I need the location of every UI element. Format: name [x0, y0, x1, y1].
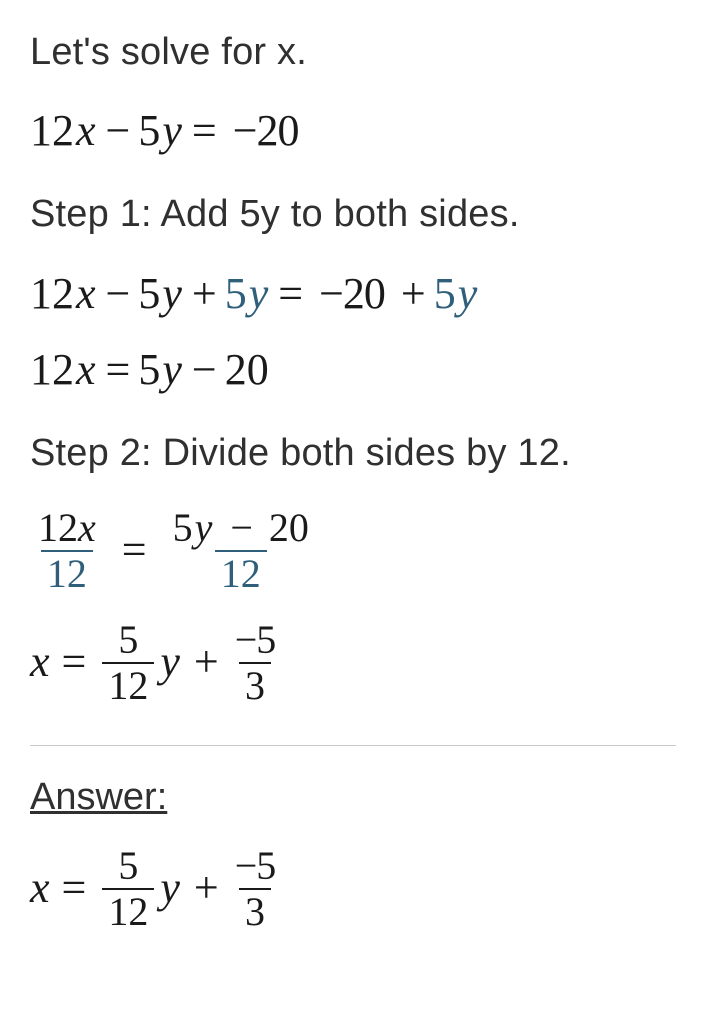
eq4-num-r-b: y: [195, 505, 213, 550]
step2-label: Step 2: Divide both sides by 12.: [30, 429, 676, 478]
eq4-num-l-a: 12: [38, 505, 78, 550]
eq1-rhs: −20: [233, 105, 299, 158]
eq2-op3: +: [401, 268, 426, 321]
eq6-f1-den: 12: [102, 888, 154, 933]
eq6-frac1: 5 12: [102, 845, 154, 933]
intro-text: Let's solve for x.: [30, 28, 676, 77]
eq6-frac2: −5 3: [231, 845, 280, 933]
eq2-c1: 12: [30, 268, 74, 321]
eq5-f2-den: 3: [239, 662, 271, 707]
answer-label: Answer:: [30, 776, 676, 819]
eq6-eq: =: [62, 862, 87, 915]
eq5-frac1: 5 12: [102, 619, 154, 707]
equation-answer: x = 5 12 y + −5 3: [30, 845, 676, 933]
eq2-op1: −: [106, 268, 131, 321]
eq1-coef1: 12: [30, 105, 74, 158]
eq2-add2: 5y: [434, 268, 480, 321]
eq1-op1: −: [106, 105, 131, 158]
equation-5: x = 5 12 y + −5 3: [30, 619, 676, 707]
eq3-lhs-b: x: [76, 344, 96, 397]
equation-3: 12x = 5y − 20: [30, 344, 676, 397]
equation-4: 12x 12 = 5y − 20 12: [30, 507, 676, 595]
step1-label: Step 1: Add 5y to both sides.: [30, 190, 676, 239]
eq3-r1b: y: [162, 344, 182, 397]
eq5-eq: =: [62, 636, 87, 689]
eq4-frac-left: 12x 12: [34, 507, 100, 595]
eq2-add2a: 5: [434, 269, 456, 318]
eq1-eq: =: [192, 105, 217, 158]
equation-2: 12x − 5y + 5y = −20 + 5y: [30, 268, 676, 321]
eq2-add1a: 5: [225, 269, 247, 318]
eq2-add1: 5y: [225, 268, 271, 321]
eq5-f2-num: −5: [231, 619, 280, 662]
eq3-eq: =: [106, 344, 131, 397]
eq4-num-l-b: x: [78, 505, 96, 550]
eq6-f1-num: 5: [114, 845, 142, 888]
eq1-coef2: 5: [138, 105, 160, 158]
eq5-lhs: x: [30, 636, 50, 689]
eq4-frac-right: 5y − 20 12: [169, 507, 313, 595]
eq2-v1: x: [76, 268, 96, 321]
eq2-add2b: y: [458, 269, 478, 318]
eq5-op: +: [194, 636, 219, 689]
eq4-num-r-a: 5: [173, 505, 193, 550]
eq5-frac2: −5 3: [231, 619, 280, 707]
eq4-num-r: 5y − 20: [169, 507, 313, 550]
eq2-eq: =: [278, 268, 303, 321]
eq1-var2: y: [162, 105, 182, 158]
eq3-lhs-a: 12: [30, 344, 74, 397]
eq6-op: +: [194, 862, 219, 915]
equation-1: 12x − 5y = −20: [30, 105, 676, 158]
eq6-lhs: x: [30, 862, 50, 915]
eq4-eq: =: [122, 524, 147, 577]
divider: [30, 745, 676, 746]
eq6-var1: y: [160, 862, 180, 915]
eq4-num-r-c: 20: [269, 505, 309, 550]
eq1-var1: x: [76, 105, 96, 158]
eq2-rhs: −20: [319, 268, 385, 321]
eq2-add1b: y: [249, 269, 269, 318]
eq3-r1a: 5: [138, 344, 160, 397]
eq4-den-r: 12: [215, 550, 267, 595]
eq5-f1-num: 5: [114, 619, 142, 662]
eq4-num-l: 12x: [34, 507, 100, 550]
eq2-c2: 5: [138, 268, 160, 321]
eq5-var1: y: [160, 636, 180, 689]
eq6-f2-den: 3: [239, 888, 271, 933]
eq2-v2: y: [162, 268, 182, 321]
eq3-op: −: [192, 344, 217, 397]
eq5-f1-den: 12: [102, 662, 154, 707]
eq6-f2-num: −5: [231, 845, 280, 888]
eq2-op2: +: [192, 268, 217, 321]
eq4-num-r-op: −: [230, 505, 253, 550]
eq4-den-l: 12: [41, 550, 93, 595]
eq3-r2: 20: [225, 344, 269, 397]
